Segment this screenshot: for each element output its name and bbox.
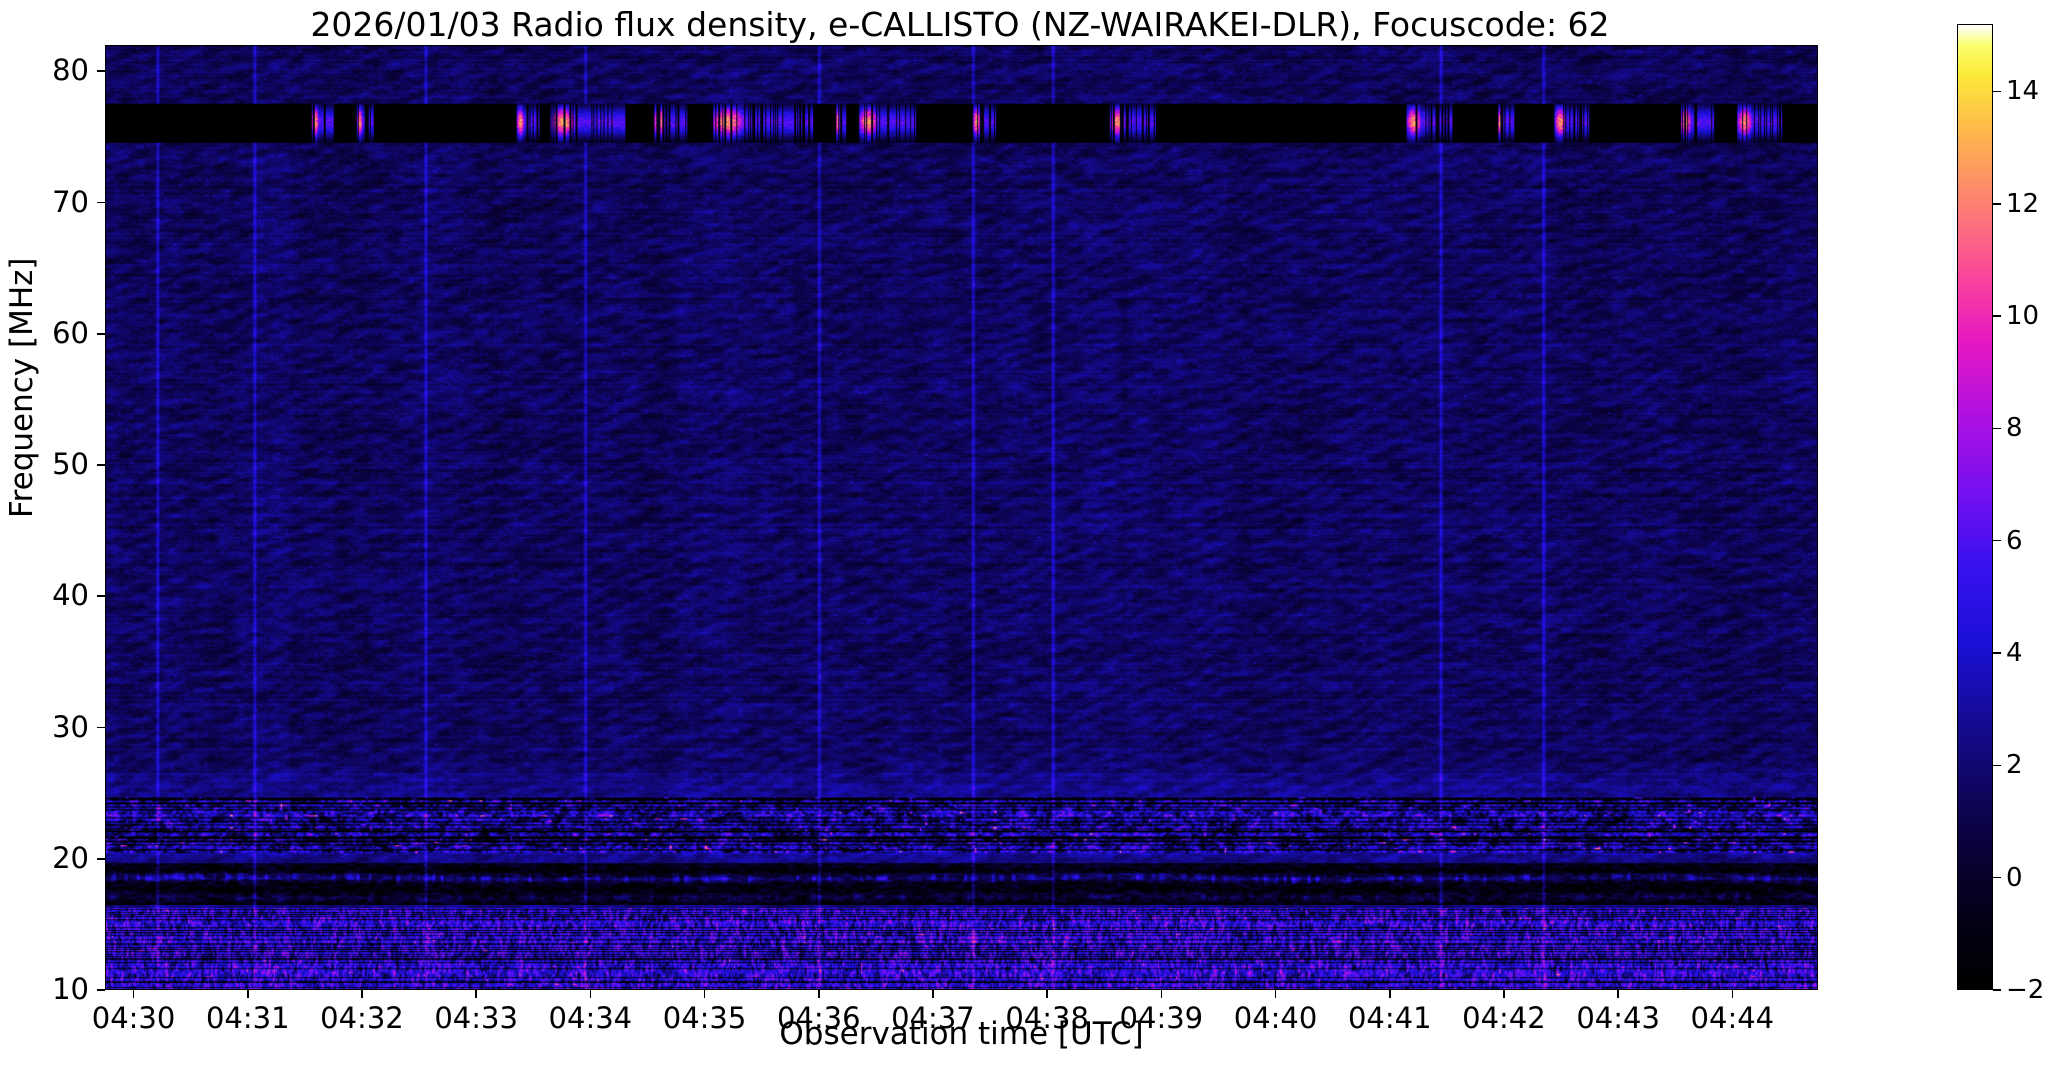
x-tick-label: 04:44 bbox=[1690, 1001, 1775, 1035]
x-tick-mark bbox=[703, 990, 706, 998]
x-tick-label: 04:39 bbox=[1119, 1001, 1204, 1035]
y-tick-mark bbox=[97, 332, 105, 335]
x-tick-label: 04:30 bbox=[91, 1001, 176, 1035]
x-tick-mark bbox=[1046, 990, 1048, 998]
colorbar[interactable] bbox=[1957, 24, 1993, 990]
colorbar-tick-mark bbox=[1993, 652, 2001, 654]
x-tick-mark bbox=[475, 990, 477, 998]
x-tick-label: 04:34 bbox=[548, 1001, 633, 1035]
y-tick-label: 60 bbox=[52, 315, 89, 350]
y-tick-mark bbox=[97, 595, 105, 598]
x-tick-mark bbox=[1388, 990, 1391, 998]
x-tick-label: 04:33 bbox=[434, 1001, 518, 1035]
y-tick-mark bbox=[97, 726, 105, 729]
x-tick-label: 04:42 bbox=[1462, 1001, 1546, 1035]
y-tick-mark bbox=[97, 464, 105, 466]
colorbar-tick-label: 0 bbox=[2006, 862, 2023, 893]
x-tick-mark bbox=[1274, 990, 1277, 998]
x-tick-mark bbox=[1160, 990, 1163, 998]
spectrogram-plot-area[interactable] bbox=[105, 45, 1818, 990]
colorbar-tick-mark bbox=[1993, 90, 2001, 93]
colorbar-tick-mark bbox=[1993, 427, 2001, 430]
x-tick-mark bbox=[1503, 990, 1505, 998]
x-tick-label: 04:37 bbox=[891, 1001, 975, 1035]
y-tick-mark bbox=[97, 70, 105, 73]
x-tick-label: 04:38 bbox=[1005, 1001, 1089, 1035]
x-tick-mark bbox=[932, 990, 934, 998]
colorbar-tick-label: 6 bbox=[2006, 525, 2023, 556]
colorbar-tick-mark bbox=[1993, 876, 2001, 879]
x-tick-mark bbox=[246, 990, 249, 998]
colorbar-tick-mark bbox=[1993, 989, 2001, 991]
y-tick-label: 40 bbox=[52, 578, 89, 613]
colorbar-tick-label: 12 bbox=[2006, 188, 2040, 219]
colorbar-tick-mark bbox=[1993, 539, 2001, 542]
y-tick-label: 20 bbox=[52, 840, 89, 875]
x-axis-label: Observation time [UTC] bbox=[779, 1016, 1144, 1052]
colorbar-tick-label: −2 bbox=[2006, 975, 2045, 1005]
colorbar-tick-label: 2 bbox=[2006, 750, 2023, 781]
y-tick-mark bbox=[97, 989, 105, 991]
y-tick-mark bbox=[97, 201, 105, 204]
x-tick-label: 04:40 bbox=[1233, 1001, 1318, 1035]
colorbar-tick-mark bbox=[1993, 202, 2001, 205]
colorbar-tick-label: 14 bbox=[2006, 76, 2040, 107]
x-tick-label: 04:41 bbox=[1347, 1001, 1432, 1035]
x-tick-mark bbox=[1617, 990, 1619, 998]
y-tick-label: 10 bbox=[52, 972, 89, 1006]
colorbar-gradient bbox=[1958, 25, 1992, 989]
colorbar-tick-mark bbox=[1993, 315, 2001, 317]
colorbar-tick-label: 10 bbox=[2006, 301, 2040, 332]
x-tick-mark bbox=[589, 990, 592, 998]
x-tick-label: 04:31 bbox=[205, 1001, 290, 1035]
colorbar-tick-label: 4 bbox=[2006, 638, 2023, 669]
colorbar-tick-label: 8 bbox=[2006, 413, 2023, 444]
y-tick-label: 50 bbox=[52, 447, 89, 481]
x-tick-label: 04:43 bbox=[1576, 1001, 1660, 1035]
x-tick-mark bbox=[361, 990, 363, 998]
y-tick-label: 70 bbox=[52, 184, 89, 219]
x-tick-label: 04:35 bbox=[662, 1001, 747, 1035]
y-tick-label: 80 bbox=[52, 53, 89, 88]
colorbar-tick-mark bbox=[1993, 764, 2001, 767]
spectrogram-image bbox=[106, 46, 1817, 989]
chart-title: 2026/01/03 Radio flux density, e-CALLIST… bbox=[310, 5, 1610, 44]
x-tick-mark bbox=[817, 990, 820, 998]
x-tick-mark bbox=[132, 990, 135, 998]
x-tick-mark bbox=[1731, 990, 1734, 998]
x-tick-label: 04:36 bbox=[776, 1001, 861, 1035]
y-tick-mark bbox=[97, 857, 105, 860]
y-tick-label: 30 bbox=[52, 709, 89, 744]
x-tick-label: 04:32 bbox=[320, 1001, 404, 1035]
